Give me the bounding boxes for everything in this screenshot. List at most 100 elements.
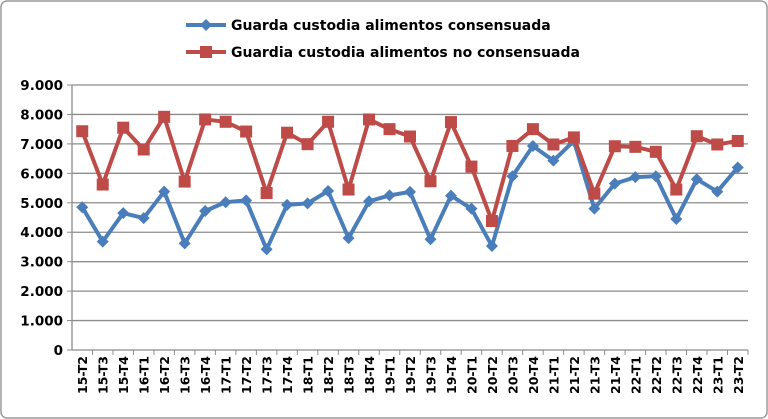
- data-point: [96, 178, 109, 191]
- data-point: [444, 189, 457, 202]
- data-point: [485, 215, 498, 228]
- x-tick-label: 21-T2: [567, 356, 582, 394]
- data-point: [178, 237, 191, 250]
- data-point: [629, 171, 642, 184]
- data-point: [158, 185, 171, 198]
- x-tick-label: 19-T2: [403, 356, 418, 394]
- x-tick-label: 18-T4: [362, 356, 377, 394]
- x-tick-label: 20-T3: [505, 356, 520, 394]
- data-point: [76, 125, 89, 138]
- y-tick-label: 8.000: [20, 107, 63, 123]
- y-tick-label: 7.000: [20, 137, 63, 153]
- data-point: [219, 115, 232, 128]
- data-point: [690, 130, 703, 143]
- x-tick-label: 17-T3: [260, 356, 275, 394]
- data-point: [301, 138, 314, 151]
- data-point: [199, 205, 212, 218]
- data-point: [117, 207, 130, 220]
- data-point: [506, 170, 519, 183]
- y-tick-label: 5.000: [20, 196, 63, 212]
- x-tick-label: 21-T3: [587, 356, 602, 394]
- data-point: [731, 134, 744, 147]
- data-point: [281, 126, 294, 139]
- data-point: [649, 170, 662, 183]
- data-point: [649, 145, 662, 158]
- data-point: [465, 202, 478, 215]
- data-point: [526, 139, 539, 152]
- data-point: [424, 175, 437, 188]
- x-tick-label: 21-T4: [608, 356, 623, 394]
- data-point: [178, 175, 191, 188]
- data-point: [588, 187, 601, 200]
- legend-label: Guardia custodia alimentos no consensuad…: [231, 45, 580, 61]
- data-point: [363, 195, 376, 208]
- data-point: [567, 131, 580, 144]
- x-tick-label: 22-T4: [690, 356, 705, 394]
- data-point: [731, 161, 744, 174]
- data-point: [260, 243, 273, 256]
- data-point: [342, 232, 355, 245]
- data-point: [281, 198, 294, 211]
- x-tick-label: 15-T4: [116, 356, 131, 394]
- x-tick-label: 20-T4: [526, 356, 541, 394]
- y-tick-label: 6.000: [20, 166, 63, 182]
- data-point: [76, 201, 89, 214]
- data-point: [137, 212, 150, 225]
- x-tick-label: 20-T2: [485, 356, 500, 394]
- data-point: [342, 183, 355, 196]
- data-point: [240, 194, 253, 207]
- data-point: [547, 154, 560, 167]
- x-tick-label: 18-T3: [342, 356, 357, 394]
- data-point: [465, 160, 478, 173]
- data-point: [260, 187, 273, 200]
- data-point: [240, 125, 253, 138]
- data-point: [506, 139, 519, 152]
- x-tick-label: 16-T3: [178, 356, 193, 394]
- data-point: [96, 235, 109, 248]
- data-point: [588, 202, 601, 215]
- x-tick-label: 17-T2: [239, 356, 254, 394]
- data-point: [404, 130, 416, 143]
- data-point: [117, 121, 130, 134]
- x-tick-label: 15-T3: [96, 356, 111, 394]
- data-point: [670, 183, 683, 196]
- x-tick-label: 19-T4: [444, 356, 459, 394]
- x-tick-label: 18-T1: [301, 356, 316, 394]
- x-tick-label: 16-T4: [198, 356, 213, 394]
- legend-item: Guarda custodia alimentos consensuada: [186, 18, 551, 34]
- x-tick-label: 20-T1: [464, 356, 479, 394]
- y-tick-label: 1.000: [20, 314, 63, 330]
- y-tick-label: 3.000: [20, 255, 63, 271]
- data-point: [444, 116, 457, 129]
- series-2: [76, 110, 744, 228]
- data-point: [547, 138, 560, 151]
- x-tick-label: 22-T2: [649, 356, 664, 394]
- x-tick-label: 18-T2: [321, 356, 336, 394]
- x-tick-label: 23-T1: [710, 356, 725, 394]
- y-tick-label: 0: [54, 343, 63, 359]
- data-point: [137, 143, 150, 156]
- data-point: [608, 140, 621, 153]
- x-tick-label: 23-T2: [731, 356, 746, 394]
- data-point: [670, 212, 683, 225]
- legend-marker: [200, 46, 212, 58]
- data-point: [485, 240, 498, 253]
- data-point: [158, 110, 171, 123]
- data-point: [608, 177, 621, 190]
- x-tick-label: 16-T1: [137, 356, 152, 394]
- x-tick-label: 19-T3: [423, 356, 438, 394]
- data-point: [219, 196, 232, 209]
- data-point: [199, 113, 212, 126]
- x-tick-label: 21-T1: [546, 356, 561, 394]
- x-tick-label: 15-T2: [75, 356, 90, 394]
- data-point: [322, 115, 335, 128]
- legend-label: Guarda custodia alimentos consensuada: [231, 18, 551, 34]
- legend-marker: [200, 19, 212, 31]
- x-tick-label: 22-T3: [669, 356, 684, 394]
- data-point: [383, 189, 396, 202]
- x-tick-label: 19-T1: [383, 356, 398, 394]
- data-point: [711, 138, 724, 151]
- data-point: [363, 113, 376, 126]
- data-point: [404, 185, 416, 198]
